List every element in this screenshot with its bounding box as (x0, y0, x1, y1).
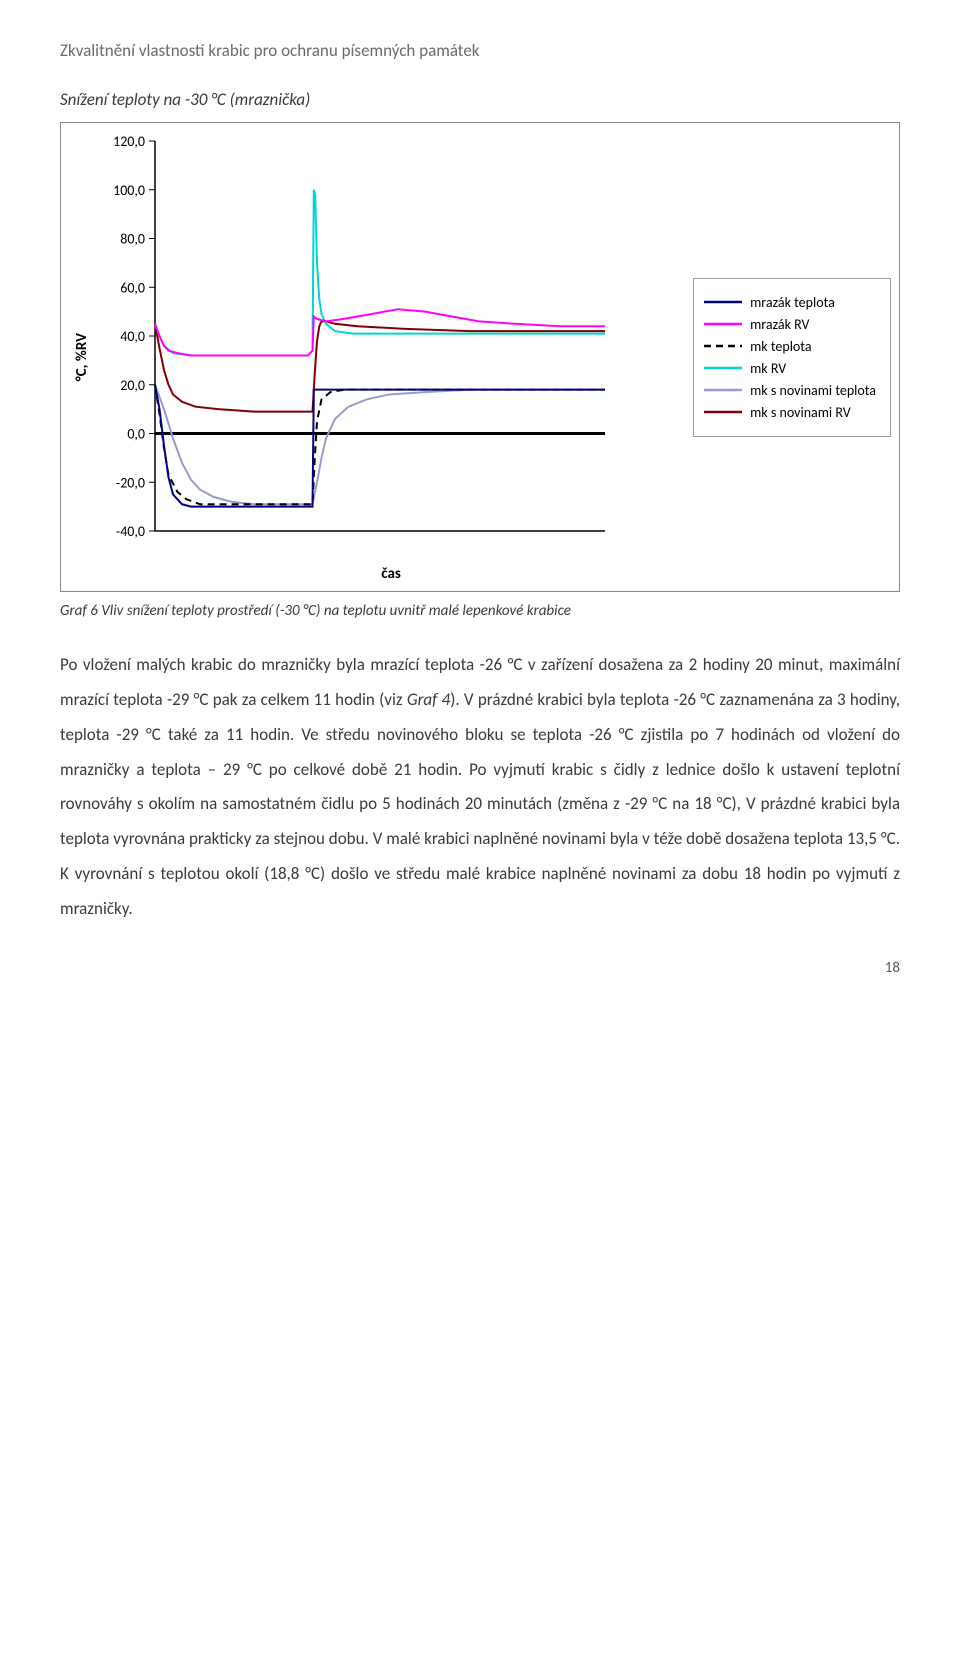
svg-text:-40,0: -40,0 (116, 523, 145, 540)
svg-text:20,0: 20,0 (120, 377, 145, 394)
svg-text:40,0: 40,0 (120, 328, 145, 345)
body-paragraph: Po vložení malých krabic do mrazničky by… (60, 648, 900, 927)
chart-plot: -40,0 -20,0 0,0 20,0 40,0 60,0 80,0 100,0 120,0 (95, 131, 615, 561)
svg-text:100,0: 100,0 (113, 182, 145, 199)
page-number: 18 (60, 959, 900, 977)
legend-item: mk RV (704, 360, 876, 377)
legend-label: mk s novinami RV (750, 404, 851, 421)
chart-caption: Graf 6 Vliv snížení teploty prostředí (-… (60, 602, 900, 620)
body-ref: Graf 4 (407, 689, 450, 710)
legend-item: mrazák RV (704, 316, 876, 333)
svg-text:120,0: 120,0 (113, 133, 145, 150)
svg-text:0,0: 0,0 (127, 426, 145, 443)
legend-item: mk s novinami teplota (704, 382, 876, 399)
svg-text:60,0: 60,0 (120, 279, 145, 296)
chart-legend: mrazák teplota mrazák RV mk teplota mk RV mk… (693, 278, 891, 437)
legend-item: mk s novinami RV (704, 404, 876, 421)
chart-xlabel: čas (95, 565, 687, 583)
legend-label: mk teplota (750, 338, 811, 355)
legend-label: mrazák RV (750, 316, 809, 333)
page-header: Zkvalitnění vlastností krabic pro ochran… (60, 40, 900, 61)
section-subtitle: Snížení teploty na -30 °C (mraznička) (60, 89, 900, 110)
svg-text:80,0: 80,0 (120, 231, 145, 248)
legend-item: mrazák teplota (704, 294, 876, 311)
chart-ylabel: °C, %RV (69, 333, 95, 381)
legend-label: mk RV (750, 360, 786, 377)
body-text-seg: ). V prázdné krabici byla teplota -26 °C… (60, 689, 900, 919)
legend-label: mrazák teplota (750, 294, 835, 311)
legend-label: mk s novinami teplota (750, 382, 876, 399)
chart-container: °C, %RV -40,0 -20,0 0,0 20,0 40,0 60,0 80,0 100… (60, 122, 900, 592)
svg-text:-20,0: -20,0 (116, 474, 145, 491)
legend-item: mk teplota (704, 338, 876, 355)
